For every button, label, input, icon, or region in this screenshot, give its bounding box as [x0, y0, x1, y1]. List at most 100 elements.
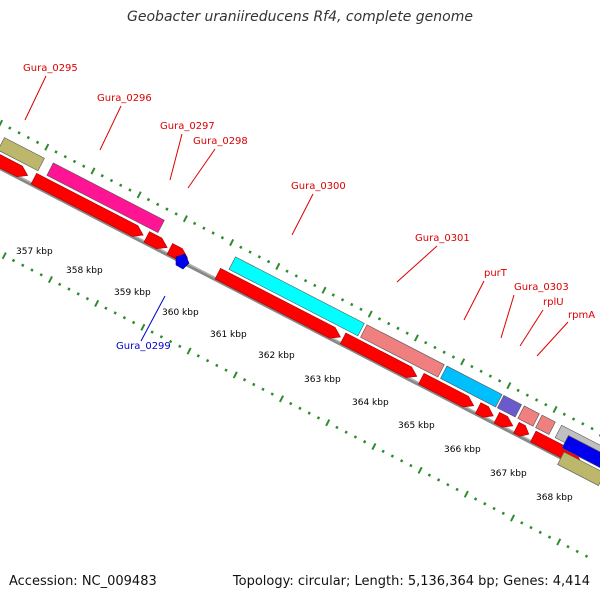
major-tick [463, 490, 469, 498]
major-tick [232, 371, 238, 379]
kbp-label: 365 kbp [398, 421, 435, 431]
minor-tick [113, 311, 117, 315]
minor-tick [205, 358, 210, 363]
minor-tick [30, 268, 34, 272]
minor-tick [525, 393, 530, 397]
minor-tick [192, 221, 197, 226]
major-tick [136, 191, 142, 199]
minor-tick [387, 321, 391, 326]
gene-label: Gura_0298 [193, 136, 248, 147]
minor-tick [359, 307, 363, 312]
minor-tick [363, 440, 367, 444]
outer-tick-track [0, 119, 600, 437]
major-tick [413, 334, 419, 342]
minor-tick [307, 411, 311, 415]
major-tick [417, 466, 423, 474]
cds-arrow-1 [0, 154, 29, 178]
leader-line [99, 105, 122, 151]
minor-tick [433, 345, 437, 350]
gene-label: Gura_0300 [291, 181, 346, 192]
minor-tick [479, 369, 483, 374]
kbp-label: 368 kbp [536, 493, 573, 503]
minor-tick [547, 535, 552, 539]
minor-tick [85, 296, 90, 301]
minor-tick [298, 406, 302, 411]
minor-tick [488, 374, 493, 378]
kbp-label: 366 kbp [444, 445, 481, 455]
minor-tick [473, 497, 478, 501]
minor-tick [520, 521, 524, 525]
major-tick [94, 299, 100, 307]
minor-tick [534, 398, 539, 402]
minor-tick [316, 416, 321, 420]
minor-tick [544, 403, 548, 407]
kbp-label: 367 kbp [490, 469, 527, 479]
minor-tick [131, 320, 136, 325]
minor-tick [566, 544, 570, 549]
major-tick [44, 143, 50, 151]
major-tick [275, 262, 281, 270]
gene-labels: Gura_0295 Gura_0296 Gura_0297 Gura_0298 Gura… [23, 63, 595, 352]
leader-line [140, 295, 166, 342]
leader-line [463, 280, 485, 321]
minor-tick [128, 188, 132, 192]
leader-line [536, 321, 569, 357]
gene-marker-gura-0299 [175, 253, 190, 270]
minor-tick [492, 506, 496, 511]
minor-tick [67, 287, 71, 291]
minor-tick [202, 226, 206, 230]
major-tick [321, 286, 327, 294]
major-tick [325, 419, 331, 427]
minor-tick [584, 554, 589, 558]
minor-tick [497, 379, 502, 383]
minor-tick [11, 258, 16, 263]
minor-tick [427, 473, 432, 477]
minor-tick [581, 422, 585, 426]
minor-tick [63, 154, 67, 159]
minor-tick [455, 487, 459, 492]
minor-tick [377, 317, 382, 321]
minor-tick [39, 273, 43, 277]
gene-bar-gura-0295 [0, 137, 45, 172]
cds-arrow-2 [30, 172, 144, 237]
major-tick [460, 358, 466, 366]
gene-bar-gura-0300 [228, 256, 365, 337]
minor-tick [26, 135, 30, 140]
minor-tick [119, 183, 123, 187]
major-tick [90, 167, 96, 175]
minor-tick [17, 131, 21, 135]
minor-tick [239, 245, 243, 250]
minor-tick [35, 140, 40, 145]
major-tick [186, 347, 192, 355]
minor-tick [409, 463, 413, 468]
cds-arrow-3 [143, 231, 168, 250]
minor-tick [399, 459, 404, 463]
cds-arrow-9 [493, 411, 514, 428]
minor-tick [242, 378, 247, 382]
major-tick [367, 310, 373, 318]
leader-line [519, 309, 544, 347]
minor-tick [285, 269, 289, 273]
minor-tick [109, 178, 114, 183]
major-tick [140, 323, 146, 331]
minor-tick [159, 335, 164, 339]
kbp-label: 362 kbp [258, 351, 295, 361]
minor-tick [350, 302, 354, 307]
inner-tick-track [1, 252, 589, 558]
minor-tick [451, 355, 456, 359]
minor-tick [446, 482, 450, 487]
minor-tick [335, 425, 339, 430]
minor-tick [168, 339, 173, 344]
minor-tick [381, 449, 385, 453]
major-tick [278, 395, 284, 403]
minor-tick [353, 435, 358, 439]
major-tick [0, 119, 4, 127]
leader-line [396, 245, 438, 283]
kbp-label: 363 kbp [304, 375, 341, 385]
minor-tick [529, 525, 533, 530]
minor-tick [122, 316, 127, 320]
minor-tick [442, 350, 446, 354]
kbp-ruler: 357 kbp 358 kbp 359 kbp 360 kbp 361 kbp 362 k… [16, 247, 573, 503]
cds-arrow-5 [214, 267, 341, 339]
